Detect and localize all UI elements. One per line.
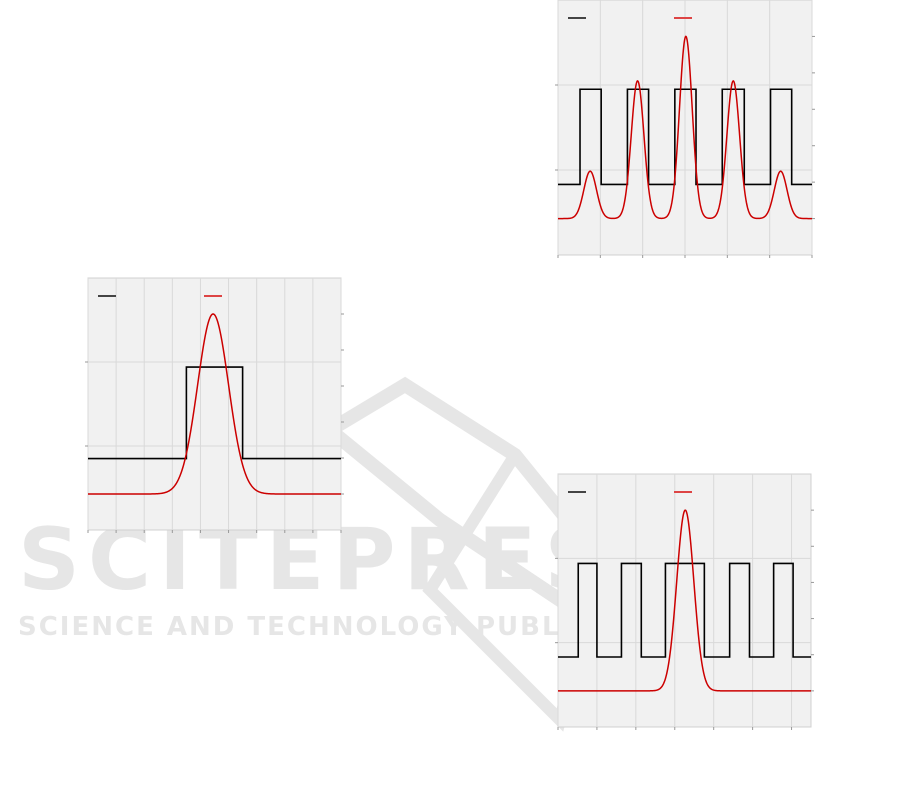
gaussian-series-line (558, 509, 811, 692)
step-series-line (88, 366, 341, 460)
chart-single-pulse (85, 277, 344, 533)
step-series-line (558, 562, 811, 658)
chart-pulse-train-symmetric (555, 0, 815, 258)
gaussian-series-line (88, 313, 341, 495)
plot-area (557, 473, 812, 728)
gaussian-series-line (558, 35, 812, 220)
chart-pulse-train-single-peak (555, 473, 814, 730)
step-series-line (558, 88, 812, 186)
